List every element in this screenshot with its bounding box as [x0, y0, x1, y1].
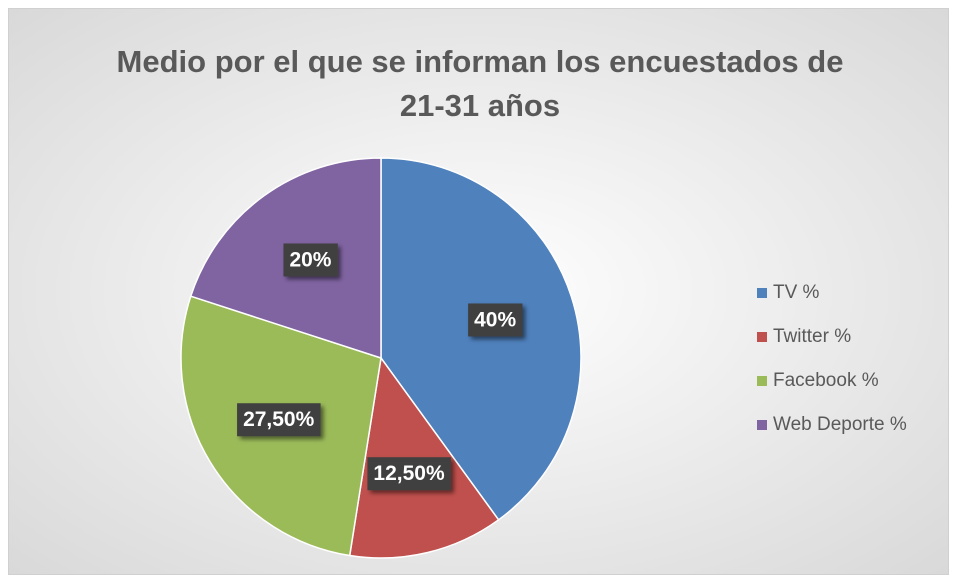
legend-swatch: [757, 288, 767, 298]
data-label: 40%: [468, 303, 523, 337]
data-label: 20%: [283, 243, 338, 277]
data-label-text: 20%: [289, 248, 331, 271]
data-label-box: [283, 243, 338, 277]
chart-title: Medio por el que se informan los encuest…: [116, 44, 844, 123]
legend-label: Twitter %: [773, 326, 851, 347]
legend-label: TV %: [773, 282, 820, 303]
legend-swatch: [757, 420, 767, 430]
data-label-text: 12,50%: [373, 462, 445, 485]
data-label: 12,50%: [367, 457, 451, 491]
legend-label: Facebook %: [773, 370, 879, 391]
legend-label: Web Deporte %: [773, 414, 907, 435]
data-label-box: [468, 303, 523, 337]
legend-swatch: [757, 332, 767, 342]
data-label-box: [237, 403, 321, 437]
data-label-text: 27,50%: [243, 408, 315, 431]
data-label: 27,50%: [237, 403, 321, 437]
data-label-text: 40%: [474, 308, 516, 331]
legend-swatch: [757, 376, 767, 386]
data-label-box: [367, 457, 451, 491]
pie-slice: [380, 157, 582, 521]
